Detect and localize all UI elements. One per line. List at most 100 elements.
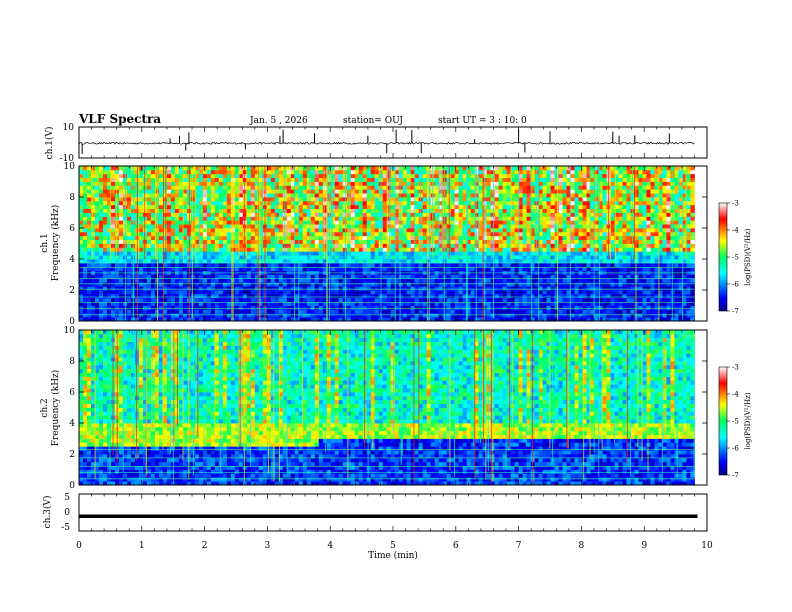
spectrogram-cell bbox=[386, 262, 392, 268]
spectrogram-cell bbox=[250, 251, 256, 256]
spectrogram-cell bbox=[118, 204, 124, 210]
spectrogram-cell bbox=[350, 235, 356, 241]
ch1-waveform-ylabel: ch.1(V) bbox=[44, 127, 55, 160]
spectrogram-cell bbox=[242, 290, 248, 295]
spectrogram-cell bbox=[426, 255, 432, 260]
spectrogram-cell bbox=[366, 317, 372, 322]
spectrogram-cell bbox=[386, 173, 392, 179]
spectrogram-cell bbox=[198, 220, 204, 225]
spectrogram-cell bbox=[570, 309, 575, 314]
spectrogram-cell bbox=[366, 305, 372, 310]
spectrogram-cell bbox=[174, 266, 180, 272]
spectrogram-cell bbox=[374, 193, 380, 198]
spectrogram-cell bbox=[126, 262, 132, 268]
spectrogram-cell bbox=[234, 204, 240, 210]
spectrogram-cell bbox=[118, 266, 124, 272]
spectrogram-cell bbox=[278, 255, 284, 260]
spectrogram-cell bbox=[278, 177, 284, 182]
spectrogram-cell bbox=[442, 235, 448, 241]
spectrogram-cell bbox=[490, 282, 496, 287]
spectrogram-cell bbox=[566, 290, 571, 295]
spectrogram-cell bbox=[202, 266, 208, 272]
spectrogram-cell bbox=[79, 313, 84, 318]
spectrogram-cell bbox=[174, 297, 180, 303]
spectrogram-cell bbox=[422, 212, 428, 217]
spectrogram-cell bbox=[174, 181, 180, 186]
spectrogram-cell bbox=[354, 290, 360, 295]
spectrogram-cell bbox=[102, 220, 108, 225]
spectrogram-cell bbox=[462, 259, 468, 264]
spectrogram-cell bbox=[350, 290, 356, 295]
spectrogram-cell bbox=[570, 220, 575, 225]
spectrogram-cell bbox=[190, 197, 196, 202]
spectrogram-cell bbox=[454, 266, 460, 272]
spectrogram-cell bbox=[510, 309, 516, 314]
spectrogram-cell bbox=[86, 251, 92, 256]
spectrogram-cell bbox=[326, 231, 332, 237]
spectrogram-cell bbox=[498, 290, 504, 295]
spectrogram-cell bbox=[250, 286, 256, 291]
spectrogram-cell bbox=[258, 193, 264, 198]
spectrogram-cell bbox=[106, 169, 112, 175]
spectrogram-cell bbox=[166, 293, 172, 299]
spectrogram-cell bbox=[114, 313, 120, 318]
spectrogram-cell bbox=[422, 317, 428, 322]
spectrogram-cell bbox=[498, 309, 504, 314]
spectrogram-cell bbox=[234, 266, 240, 272]
spectrogram-cell bbox=[234, 235, 240, 241]
spectrogram-cell bbox=[338, 239, 344, 244]
spectrogram-cell bbox=[94, 189, 100, 194]
spectrogram-cell bbox=[226, 286, 232, 291]
spectrogram-cell bbox=[314, 262, 320, 268]
spectrogram-cell bbox=[182, 262, 188, 268]
spectrogram-cell bbox=[266, 166, 272, 171]
spectrogram-cell bbox=[522, 208, 527, 213]
spectrogram-cell bbox=[238, 290, 244, 295]
spectrogram-cell bbox=[342, 317, 348, 322]
spectrogram-cell bbox=[458, 204, 464, 210]
spectrogram-cell bbox=[198, 235, 204, 241]
spectrogram-cell bbox=[290, 251, 296, 256]
spectrogram-cell bbox=[238, 200, 244, 206]
spectrogram-cell bbox=[246, 228, 252, 233]
spectrogram-cell bbox=[322, 181, 328, 186]
spectrogram-cell bbox=[402, 282, 408, 287]
spectrogram-cell bbox=[530, 305, 535, 310]
spectrogram-cell bbox=[542, 274, 547, 279]
spectrogram-cell bbox=[86, 255, 92, 260]
spectrogram-cell bbox=[83, 297, 88, 303]
spectrogram-cell bbox=[470, 193, 476, 198]
spectrogram-cell bbox=[202, 189, 208, 194]
spectrogram-cell bbox=[506, 266, 512, 272]
spectrogram-cell bbox=[278, 243, 284, 248]
spectrogram-cell bbox=[174, 239, 180, 244]
spectrogram-cell bbox=[158, 235, 164, 241]
spectrogram-cell bbox=[450, 197, 456, 202]
spectrogram-cell bbox=[558, 305, 563, 310]
spectrogram-cell bbox=[194, 297, 200, 303]
spectrogram-cell bbox=[474, 231, 480, 237]
spectrogram-cell bbox=[522, 274, 527, 279]
spectrogram-cell bbox=[138, 262, 144, 268]
spectrogram-cell bbox=[338, 166, 344, 171]
spectrogram-cell bbox=[406, 317, 412, 322]
spectrogram-cell bbox=[238, 243, 244, 248]
spectrogram-cell bbox=[486, 282, 492, 287]
spectrogram-cell bbox=[478, 216, 484, 221]
spectrogram-cell bbox=[302, 309, 308, 314]
spectrogram-cell bbox=[434, 189, 440, 194]
spectrogram-cell bbox=[422, 166, 428, 171]
spectrogram-cell bbox=[114, 185, 120, 190]
spectrogram-cell bbox=[286, 297, 292, 303]
spectrogram-cell bbox=[114, 181, 120, 186]
spectrogram-cell bbox=[550, 235, 555, 241]
spectrogram-cell bbox=[342, 259, 348, 264]
spectrogram-cell bbox=[366, 301, 372, 306]
spectrogram-cell bbox=[118, 259, 124, 264]
spectrogram-cell bbox=[178, 274, 184, 279]
spectrogram-cell bbox=[470, 313, 476, 318]
spectrogram-cell bbox=[83, 208, 88, 213]
spectrogram-cell bbox=[83, 181, 88, 186]
spectrogram-cell bbox=[318, 251, 324, 256]
spectrogram-cell bbox=[566, 313, 571, 318]
